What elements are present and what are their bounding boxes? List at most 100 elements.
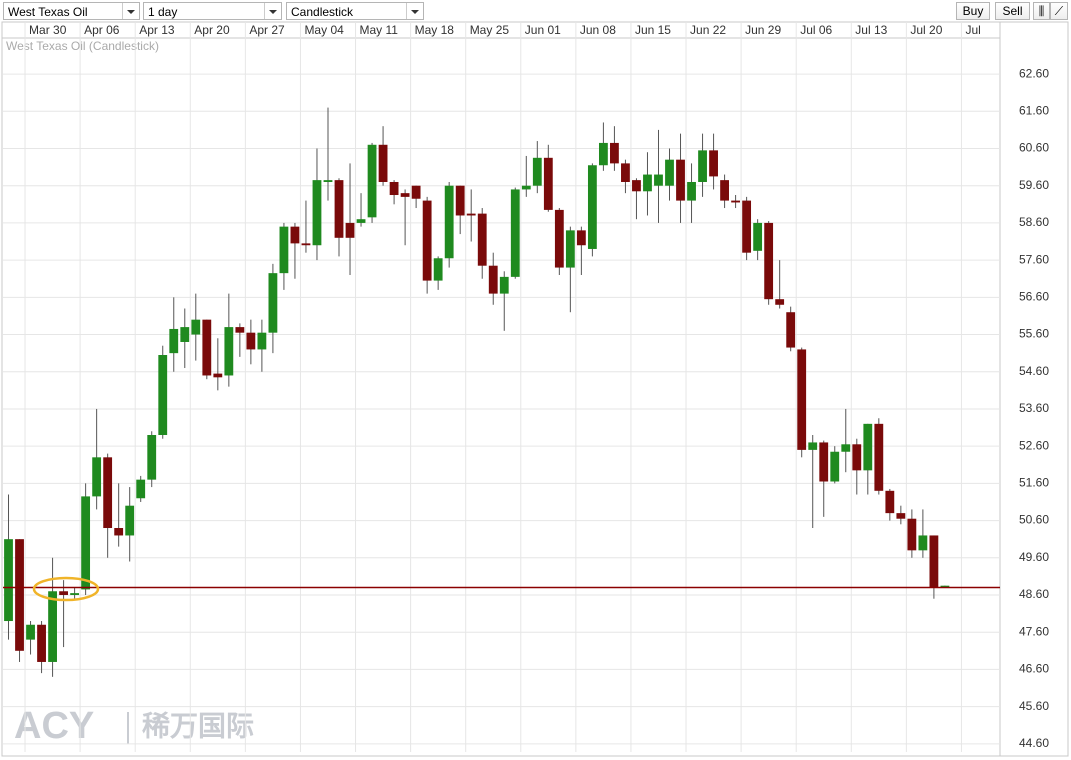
candle-body bbox=[125, 505, 135, 536]
y-tick-label: 55.60 bbox=[1019, 327, 1049, 341]
candle-body bbox=[290, 226, 300, 244]
x-tick-label: Jun 01 bbox=[525, 23, 561, 37]
x-tick-label: Jul 20 bbox=[910, 23, 942, 37]
candle-body bbox=[775, 299, 785, 305]
candle-body bbox=[202, 319, 212, 376]
candle-body bbox=[70, 593, 80, 595]
candle-body bbox=[356, 219, 366, 223]
candle-body bbox=[764, 222, 774, 300]
candle-body bbox=[59, 591, 68, 595]
candle-body bbox=[863, 423, 873, 471]
candle-body bbox=[896, 513, 906, 519]
x-tick-label: Jul bbox=[965, 23, 980, 37]
candle-body bbox=[665, 159, 674, 186]
y-tick-label: 51.60 bbox=[1019, 476, 1049, 490]
x-tick-label: Jun 15 bbox=[635, 23, 671, 37]
dropdown-arrow bbox=[406, 3, 423, 19]
x-tick-label: Apr 27 bbox=[249, 23, 285, 37]
candle-body bbox=[37, 624, 46, 662]
candle-body bbox=[731, 200, 741, 203]
x-tick-label: Jul 13 bbox=[855, 23, 887, 37]
y-tick-label: 47.60 bbox=[1019, 624, 1049, 638]
candle-body bbox=[753, 222, 763, 251]
dropdown-arrow bbox=[122, 3, 139, 19]
x-tick-label: Apr 13 bbox=[139, 23, 175, 37]
chart-frame bbox=[1, 21, 1069, 757]
x-tick-label: Jun 22 bbox=[690, 23, 726, 37]
candle-body bbox=[918, 535, 928, 551]
x-tick-label: Apr 20 bbox=[194, 23, 230, 37]
dropdown-arrow bbox=[264, 3, 281, 19]
candle-body bbox=[26, 624, 35, 640]
candle-body bbox=[4, 539, 13, 622]
buy-button[interactable]: Buy bbox=[956, 2, 990, 20]
y-tick-label: 46.60 bbox=[1019, 662, 1049, 676]
y-tick-label: 58.60 bbox=[1019, 215, 1049, 229]
candle-body bbox=[808, 442, 818, 450]
y-tick-label: 54.60 bbox=[1019, 364, 1049, 378]
interval-select[interactable]: 1 day bbox=[143, 2, 282, 20]
style-label: Candlestick bbox=[291, 5, 354, 19]
candle-body bbox=[477, 213, 487, 266]
candle-body bbox=[610, 142, 619, 164]
draw-icon[interactable]: ⟋ bbox=[1050, 2, 1068, 20]
instrument-select[interactable]: West Texas Oil bbox=[3, 2, 140, 20]
candle-body bbox=[147, 434, 157, 480]
candle-body bbox=[389, 181, 399, 196]
candle-body bbox=[543, 157, 553, 210]
candle-body bbox=[786, 312, 796, 348]
candle-body bbox=[885, 490, 895, 514]
candle-body bbox=[378, 144, 388, 182]
sell-button[interactable]: Sell bbox=[995, 2, 1030, 20]
candle-body bbox=[929, 535, 939, 588]
candle-body bbox=[499, 276, 509, 294]
y-tick-label: 48.60 bbox=[1019, 587, 1049, 601]
candle-body bbox=[455, 185, 465, 216]
y-tick-label: 45.60 bbox=[1019, 699, 1049, 713]
style-select[interactable]: Candlestick bbox=[286, 2, 424, 20]
candle-body bbox=[367, 144, 377, 218]
candle-body bbox=[940, 585, 950, 588]
y-tick-label: 56.60 bbox=[1019, 290, 1049, 304]
candle-body bbox=[312, 180, 322, 246]
candle-body bbox=[345, 222, 355, 238]
watermark-brand: ACY bbox=[14, 705, 94, 747]
candle-body bbox=[466, 213, 476, 216]
candle-body bbox=[488, 265, 498, 294]
x-tick-label: May 25 bbox=[470, 23, 510, 37]
candle-body bbox=[180, 327, 190, 342]
candle-body bbox=[224, 327, 234, 376]
candle-body bbox=[15, 539, 24, 651]
candle-body bbox=[830, 451, 840, 482]
candle-body bbox=[521, 185, 531, 190]
candle-body bbox=[257, 332, 267, 350]
candle-body bbox=[169, 328, 179, 354]
candle-body bbox=[598, 142, 608, 166]
x-tick-label: Jun 29 bbox=[745, 23, 781, 37]
candle-body bbox=[742, 200, 752, 253]
candle-body bbox=[213, 373, 223, 378]
x-tick-label: Mar 30 bbox=[29, 23, 67, 37]
bars-icon[interactable]: ⫼ bbox=[1033, 2, 1050, 20]
highlight-ellipse bbox=[32, 576, 100, 602]
candle-body bbox=[114, 528, 124, 536]
watermark-name: 稀万国际 bbox=[142, 710, 254, 741]
candle-body bbox=[632, 180, 641, 192]
candle-body bbox=[643, 174, 652, 192]
candle-body bbox=[191, 319, 201, 335]
x-tick-label: May 11 bbox=[360, 23, 399, 37]
candle-body bbox=[687, 181, 696, 201]
interval-label: 1 day bbox=[148, 5, 178, 19]
candle-body bbox=[246, 332, 256, 350]
y-tick-label: 52.60 bbox=[1019, 438, 1049, 452]
candle-body bbox=[720, 180, 729, 201]
candle-body bbox=[576, 230, 586, 246]
candle-body bbox=[411, 185, 421, 199]
candle-body bbox=[510, 189, 520, 277]
candle-body bbox=[852, 444, 862, 471]
candle-body bbox=[279, 226, 289, 274]
candle-body bbox=[158, 355, 168, 435]
chart-subtitle: West Texas Oil (Candlestick) bbox=[6, 39, 159, 53]
